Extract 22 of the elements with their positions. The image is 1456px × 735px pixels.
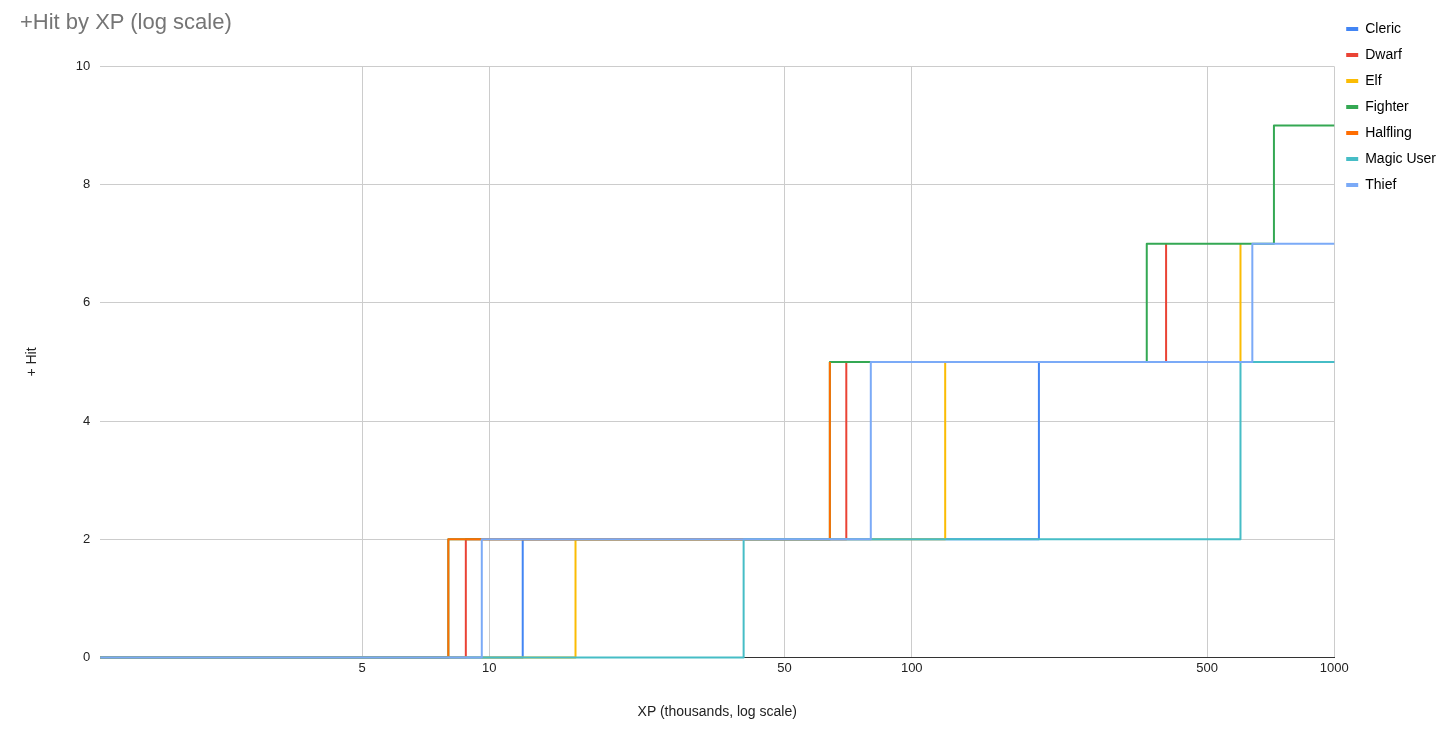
legend-label: Cleric [1365, 19, 1401, 36]
y-tick-label: 4 [83, 412, 91, 428]
legend-label: Fighter [1365, 97, 1410, 114]
x-tick-label: 500 [1196, 659, 1218, 675]
y-axis-title: + Hit [23, 347, 40, 377]
legend-label: Elf [1365, 71, 1382, 88]
y-tick-label: 6 [83, 294, 91, 310]
legend-label: Magic User [1365, 149, 1437, 166]
y-tick-label: 8 [83, 176, 91, 192]
y-tick-label: 10 [75, 57, 91, 73]
chart-title: +Hit by XP (log scale) [20, 9, 232, 35]
legend-label: Dwarf [1365, 45, 1402, 62]
legend-label: Halfling [1365, 123, 1412, 140]
x-tick-label: 100 [900, 659, 923, 675]
x-tick-label: 50 [777, 659, 792, 675]
y-tick-label: 0 [83, 649, 91, 665]
x-tick-label: 10 [482, 659, 497, 675]
y-tick-label: 2 [83, 530, 91, 546]
x-tick-label: 5 [358, 659, 366, 675]
legend-label: Thief [1365, 175, 1397, 192]
x-tick-label: 1000 [1319, 659, 1349, 675]
x-axis-title: XP (thousands, log scale) [637, 703, 797, 720]
